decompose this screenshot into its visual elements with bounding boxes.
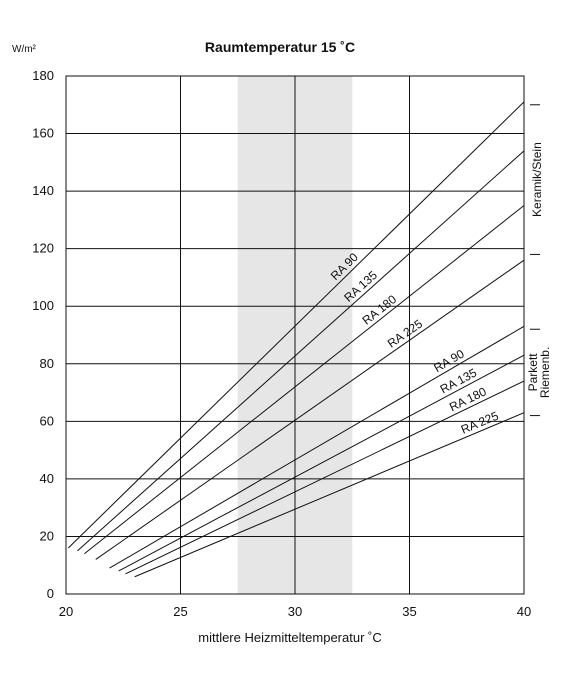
y-tick-label: 120: [32, 241, 54, 256]
y-tick-label: 100: [32, 298, 54, 313]
y-tick-label: 160: [32, 126, 54, 141]
y-tick-label: 20: [40, 528, 54, 543]
x-tick-labels: 20 25 30 35 40: [59, 604, 531, 619]
series-lines: [67, 101, 525, 578]
series-line: [95, 259, 525, 560]
group-label-line: Parkett: [526, 353, 540, 392]
series-line: [67, 101, 525, 549]
x-tick-label: 35: [402, 604, 416, 619]
series-line: [134, 412, 525, 578]
group-label-parkett: ParkettRiemenb.: [526, 347, 552, 398]
y-tick-label: 140: [32, 183, 54, 198]
y-tick-label: 80: [40, 356, 54, 371]
series-line: [84, 205, 525, 555]
y-tick-label: 0: [47, 586, 54, 601]
group-brackets: Keramik/Stein ParkettRiemenb.: [526, 104, 552, 417]
x-tick-label: 30: [288, 604, 302, 619]
series-line: [125, 380, 525, 575]
y-tick-labels: 0 20 40 60 80 100 120 140 160 180: [32, 68, 54, 601]
group-label-line: Riemenb.: [538, 347, 552, 398]
x-axis-label: mittlere Heizmitteltemperatur ˚C: [198, 630, 382, 645]
series-label: RA 180: [360, 292, 400, 328]
plot-frame: [65, 75, 525, 595]
y-tick-label: 180: [32, 68, 54, 83]
x-tick-label: 25: [173, 604, 187, 619]
group-label-keramik: Keramik/Stein: [530, 142, 544, 217]
chart-title: Raumtemperatur 15 ˚C: [205, 39, 355, 55]
y-tick-label: 60: [40, 413, 54, 428]
grid: [66, 76, 524, 594]
series-label: RA 225: [459, 408, 501, 436]
series-line: [77, 150, 525, 552]
series-line: [118, 354, 525, 572]
series-line: [109, 325, 525, 569]
y-unit-label: W/m²: [12, 44, 37, 55]
y-tick-label: 40: [40, 471, 54, 486]
x-tick-label: 20: [59, 604, 73, 619]
x-tick-label: 40: [517, 604, 531, 619]
